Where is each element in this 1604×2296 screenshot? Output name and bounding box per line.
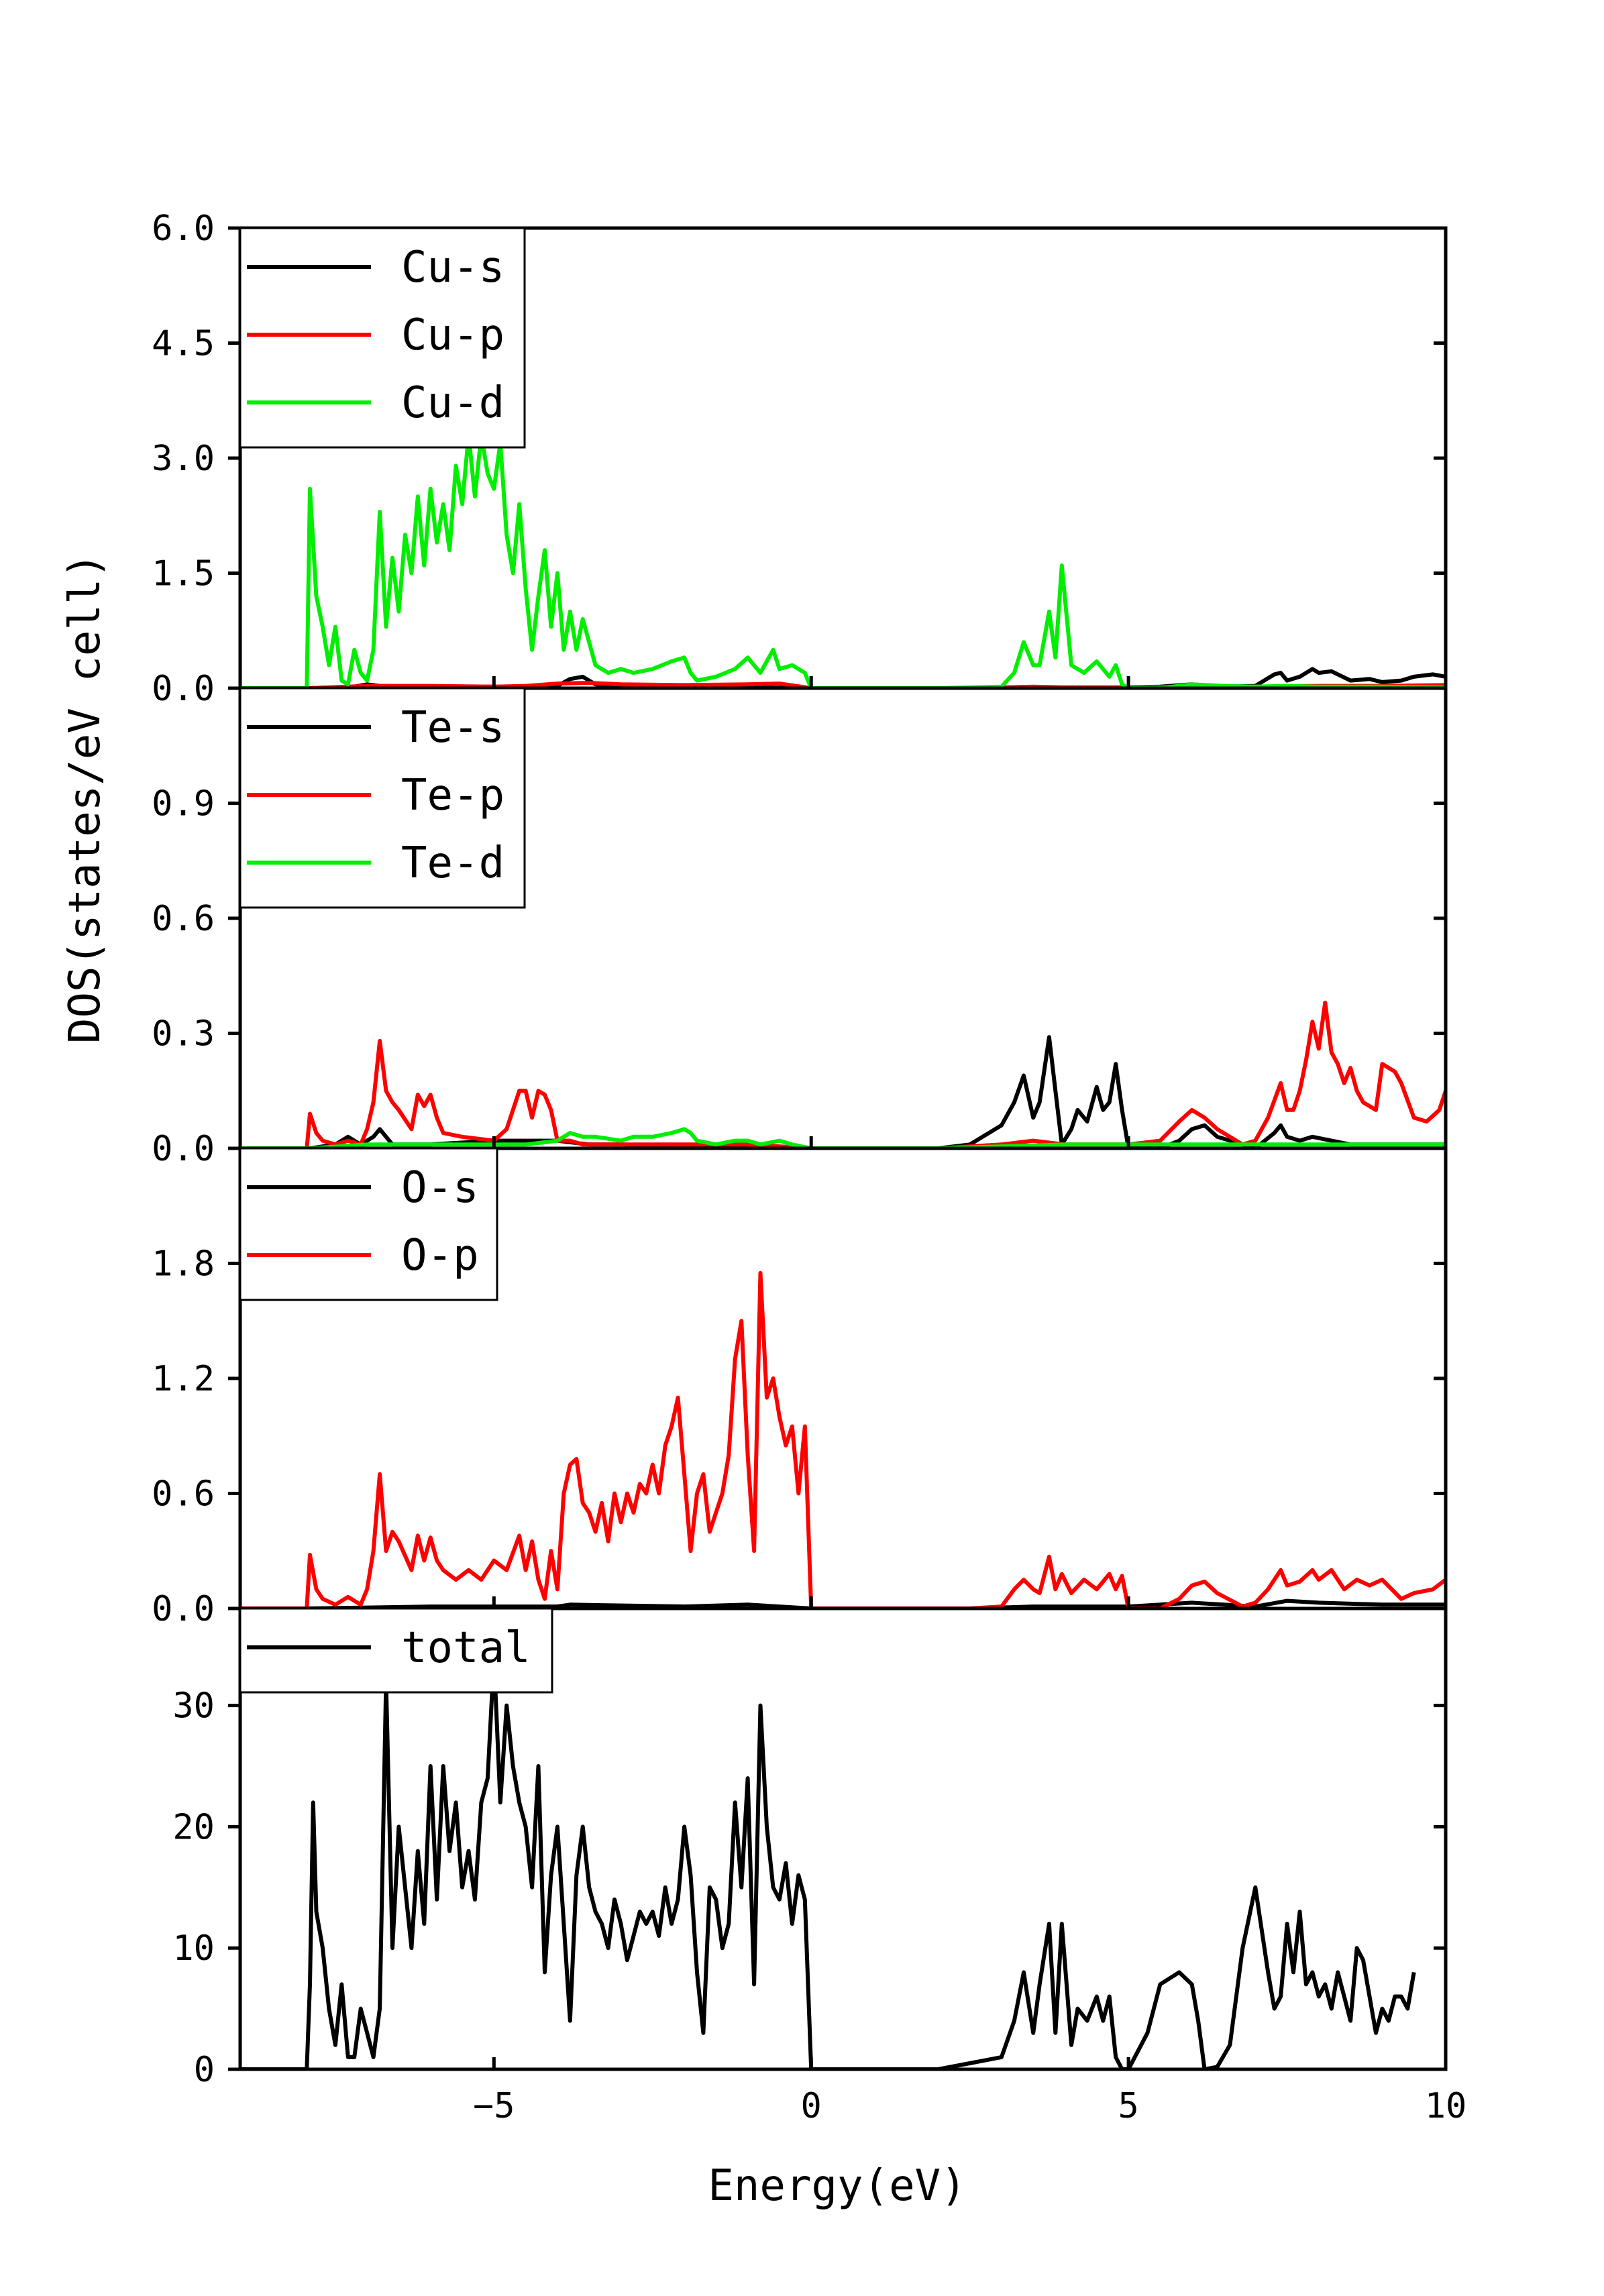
panel-frame (238, 1606, 1448, 2071)
y-tick-label: 6.0 (152, 209, 215, 249)
legend-box (239, 227, 526, 449)
legend-box (239, 1147, 498, 1301)
y-tick-label: 0.6 (152, 899, 215, 939)
panel-te: 0.0 0.3 0.6 0.9 Te-s Te-p Te-d (152, 686, 1448, 1169)
chart-panels: 0.0 1.5 3.0 4.5 6.0 Cu-s Cu-p Cu-d 0.0 0.3 0.6 0.9 T… (152, 209, 1448, 2090)
y-tick-label: 1.2 (152, 1359, 215, 1399)
x-tick-label: 0 (801, 2086, 822, 2126)
panel-cu: 0.0 1.5 3.0 4.5 6.0 Cu-s Cu-p Cu-d (152, 209, 1448, 709)
series-line-te-s (240, 1035, 1446, 1148)
legend-label: Cu-s (401, 243, 504, 292)
legend-label: Cu-d (401, 378, 504, 428)
y-tick-label: 0.6 (152, 1474, 215, 1515)
y-axis-label: DOS(states/eV cell) (60, 553, 110, 1044)
legend-label: Cu-p (401, 311, 504, 360)
legend-label: O-p (401, 1231, 479, 1280)
series-line-te-p (240, 1000, 1446, 1148)
series-line-o-s (240, 1598, 1446, 1608)
series-line-te-d (240, 1127, 1446, 1148)
legend-label: Te-d (401, 838, 504, 888)
series-line-cu-d (240, 433, 1446, 688)
y-tick-label: 4.5 (152, 324, 215, 364)
y-tick-label: 1.8 (152, 1244, 215, 1284)
y-tick-label: 10 (172, 1928, 215, 1969)
y-tick-label: 20 (172, 1807, 215, 1847)
legend-label: total (401, 1623, 531, 1673)
y-tick-label: 0.0 (152, 1589, 215, 1629)
legend-label: O-s (401, 1163, 479, 1213)
legend-box (239, 1607, 553, 1694)
legend-box (239, 687, 526, 909)
y-tick-label: 0.0 (152, 1129, 215, 1169)
panel-total: 0 10 20 30 total (172, 1606, 1448, 2090)
series-line-total (240, 1655, 1416, 2069)
series-line-o-p (240, 1270, 1446, 1608)
y-tick-label: 0.9 (152, 784, 215, 824)
x-axis: −5 0 5 10 (473, 676, 1466, 2126)
x-tick-label: −5 (473, 2086, 515, 2126)
panel-o: 0.0 0.6 1.2 1.8 O-s O-p (152, 1146, 1448, 1629)
y-tick-label: 30 (172, 1686, 215, 1727)
x-tick-label: 5 (1118, 2086, 1138, 2126)
x-axis-label: Energy(eV) (708, 2161, 966, 2211)
y-tick-label: 0.3 (152, 1014, 215, 1054)
y-tick-label: 0.0 (152, 669, 215, 709)
legend-label: Te-s (401, 703, 504, 753)
legend-label: Te-p (401, 771, 504, 820)
y-tick-label: 0 (194, 2050, 215, 2090)
x-tick-label: 10 (1425, 2086, 1467, 2126)
y-tick-label: 1.5 (152, 554, 215, 594)
y-tick-label: 3.0 (152, 439, 215, 479)
